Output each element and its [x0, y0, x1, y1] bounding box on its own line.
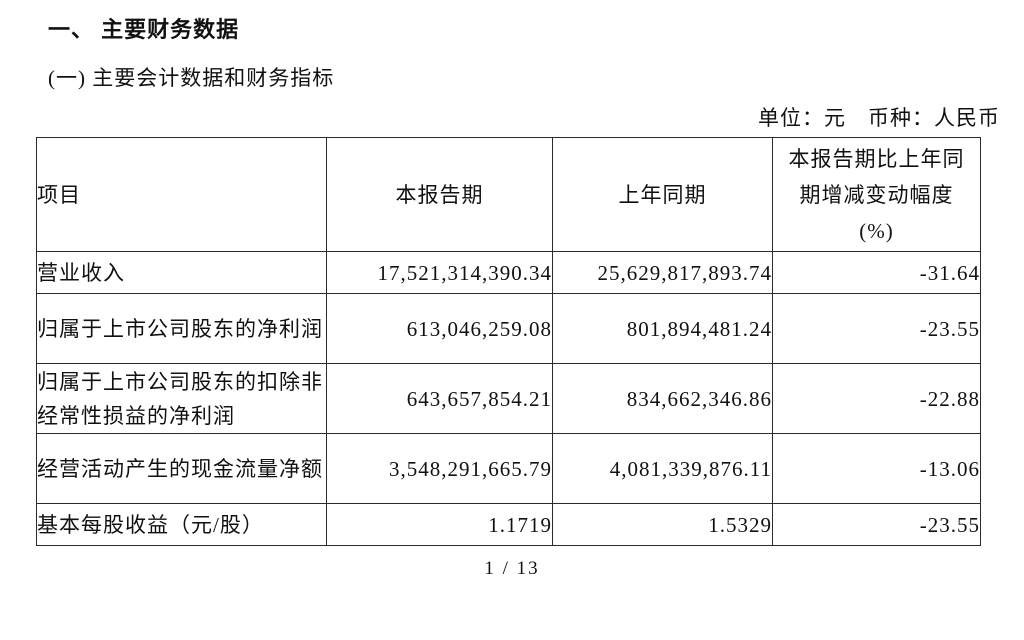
cell-prior-year-period: 4,081,339,876.11 [552, 433, 773, 504]
table-row: 营业收入 17,521,314,390.34 25,629,817,893.74… [36, 251, 981, 294]
row-item-label: 营业收入 [36, 251, 327, 294]
column-header-prior-year-period: 上年同期 [552, 137, 773, 252]
cell-current-period: 17,521,314,390.34 [326, 251, 553, 294]
row-item-label: 经营活动产生的现金流量净额 [36, 433, 327, 504]
row-item-label: 归属于上市公司股东的净利润 [36, 293, 327, 364]
column-header-change-percent: 本报告期比上年同 期增减变动幅度 (%) [772, 137, 981, 252]
section-title: 一、 主要财务数据 [48, 17, 240, 42]
cell-change-percent: -23.55 [772, 503, 981, 546]
subsection-title: (一) 主要会计数据和财务指标 [48, 66, 335, 90]
table-header: 项目 本报告期 上年同期 本报告期比上年同 期增减变动幅度 (%) [36, 137, 981, 252]
table-row: 基本每股收益（元/股） 1.1719 1.5329 -23.55 [36, 503, 981, 546]
table-body: 营业收入 17,521,314,390.34 25,629,817,893.74… [36, 251, 981, 546]
page-indicator: 1 / 13 [484, 558, 540, 579]
cell-prior-year-period: 1.5329 [552, 503, 773, 546]
header-row: 项目 本报告期 上年同期 本报告期比上年同 期增减变动幅度 (%) [36, 137, 981, 252]
cell-change-percent: -31.64 [772, 251, 981, 294]
financial-data-table: 项目 本报告期 上年同期 本报告期比上年同 期增减变动幅度 (%) 营业收入 1… [36, 137, 981, 546]
table-row: 归属于上市公司股东的扣除非经常性损益的净利润 643,657,854.21 83… [36, 363, 981, 434]
cell-current-period: 3,548,291,665.79 [326, 433, 553, 504]
column-header-item: 项目 [36, 137, 327, 252]
cell-change-percent: -13.06 [772, 433, 981, 504]
cell-change-percent: -23.55 [772, 293, 981, 364]
row-item-label: 基本每股收益（元/股） [36, 503, 327, 546]
cell-prior-year-period: 25,629,817,893.74 [552, 251, 773, 294]
table-row: 归属于上市公司股东的净利润 613,046,259.08 801,894,481… [36, 293, 981, 364]
cell-prior-year-period: 801,894,481.24 [552, 293, 773, 364]
row-item-label: 归属于上市公司股东的扣除非经常性损益的净利润 [36, 363, 327, 434]
cell-change-percent: -22.88 [772, 363, 981, 434]
unit-currency-note: 单位：元 币种：人民币 [758, 106, 1000, 130]
cell-current-period: 643,657,854.21 [326, 363, 553, 434]
table-row: 经营活动产生的现金流量净额 3,548,291,665.79 4,081,339… [36, 433, 981, 504]
cell-prior-year-period: 834,662,346.86 [552, 363, 773, 434]
column-header-current-period: 本报告期 [326, 137, 553, 252]
cell-current-period: 1.1719 [326, 503, 553, 546]
cell-current-period: 613,046,259.08 [326, 293, 553, 364]
